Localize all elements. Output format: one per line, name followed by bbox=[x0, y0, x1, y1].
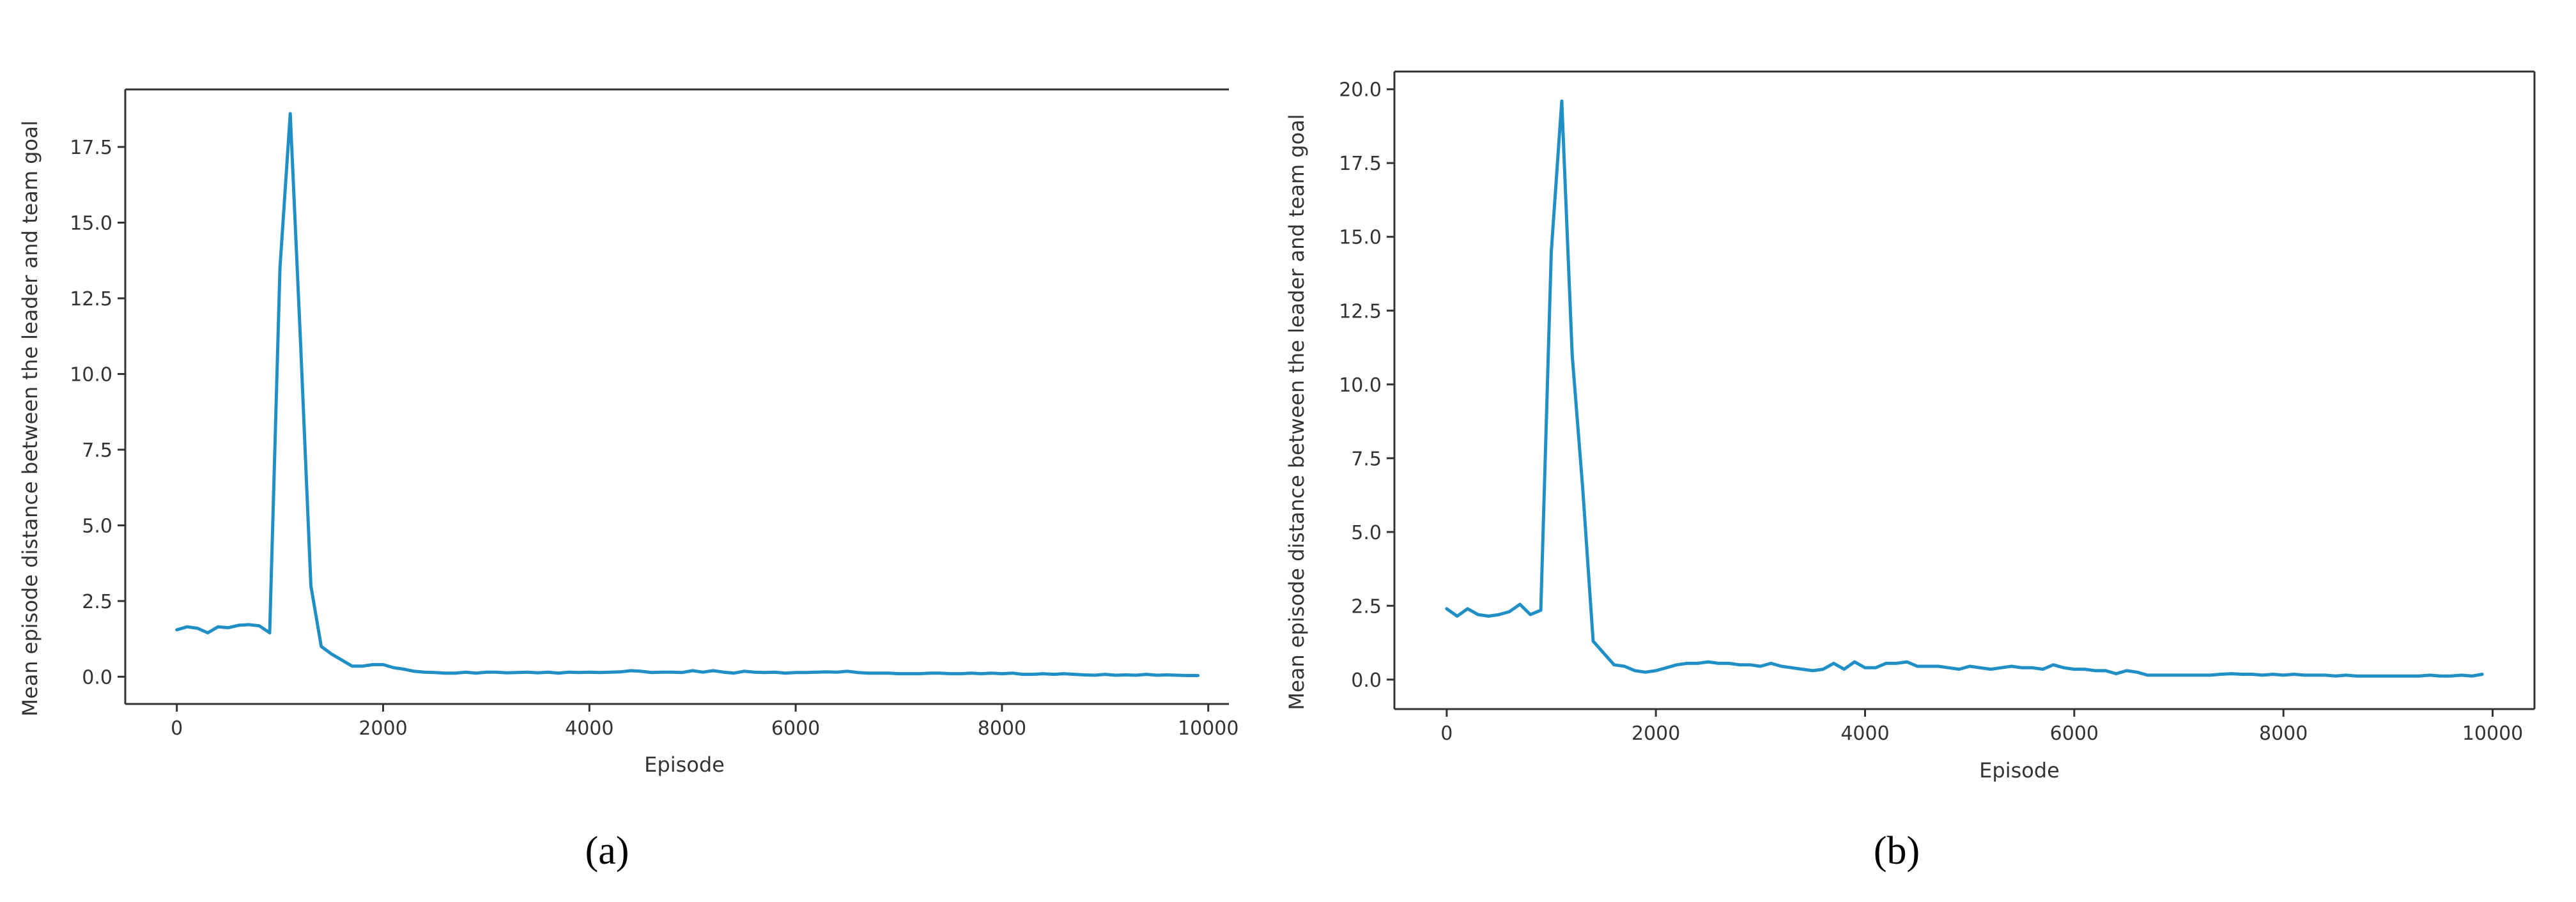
chart-panel-b: 0.0 2.5 5.0 7.5 10.0 12.5 15.0 17.5 20.0 0 2000 400… bbox=[1284, 70, 2536, 783]
panel-a-x-tick-label: 10000 bbox=[1178, 717, 1238, 740]
panel-b-y-tick-label: 7.5 bbox=[1351, 448, 1382, 470]
chart-panel-a: 0.0 2.5 5.0 7.5 10.0 12.5 15.0 17.5 0 2000 4000 600… bbox=[18, 88, 1238, 777]
panel-a-x-tick-label: 2000 bbox=[359, 717, 407, 740]
panel-b-y-tick-label: 0.0 bbox=[1351, 669, 1382, 692]
panel-b-x-tick-label: 10000 bbox=[2462, 722, 2523, 745]
panel-a-series-line bbox=[175, 112, 1200, 677]
panel-a-y-tick-label: 12.5 bbox=[70, 288, 112, 310]
panel-a-x-tick-label: 4000 bbox=[565, 717, 613, 740]
panel-a-x-tick-label: 6000 bbox=[771, 717, 820, 740]
panel-b-series-line bbox=[1445, 99, 2484, 678]
panel-b-y-tick-label: 10.0 bbox=[1339, 374, 1382, 397]
panel-b-x-tick-label: 8000 bbox=[2259, 722, 2308, 745]
panel-a-y-tick-label: 15.0 bbox=[70, 213, 112, 235]
panel-b-x-axis-label: Episode bbox=[1979, 758, 2060, 783]
panel-b-y-tick-label: 12.5 bbox=[1339, 300, 1382, 323]
panel-b-y-tick-label: 17.5 bbox=[1339, 153, 1382, 175]
panel-b-y-tick-label: 5.0 bbox=[1351, 522, 1382, 544]
panel-b-x-tick-label: 4000 bbox=[1840, 722, 1889, 745]
panel-a-caption: (a) bbox=[585, 829, 629, 873]
panel-b-y-tick-label: 20.0 bbox=[1339, 79, 1382, 102]
panel-a-y-tick-label: 10.0 bbox=[70, 363, 112, 386]
panel-a-y-tick-label: 0.0 bbox=[82, 666, 112, 689]
panel-a-x-tick-label: 8000 bbox=[978, 717, 1026, 740]
panel-b-y-tick-label: 15.0 bbox=[1339, 227, 1382, 249]
panel-a-y-axis-label: Mean episode distance between the leader… bbox=[18, 120, 42, 716]
panel-b-x-tick-label: 0 bbox=[1440, 722, 1453, 745]
panel-a-x-axis-label: Episode bbox=[644, 753, 725, 777]
panel-a-y-tick-label: 5.0 bbox=[82, 515, 112, 537]
panel-b-caption: (b) bbox=[1874, 829, 1920, 873]
panel-b-y-axis-label: Mean episode distance between the leader… bbox=[1284, 114, 1309, 710]
panel-b-y-tick-label: 2.5 bbox=[1351, 595, 1382, 618]
panel-a-marks: 0.0 2.5 5.0 7.5 10.0 12.5 15.0 17.5 0 2000 4000 600… bbox=[70, 88, 1238, 740]
panel-a-y-tick-label: 7.5 bbox=[82, 440, 112, 462]
panel-b-marks: 0.0 2.5 5.0 7.5 10.0 12.5 15.0 17.5 20.0 0 2000 400… bbox=[1339, 70, 2536, 745]
panel-a-y-tick-label: 2.5 bbox=[82, 591, 112, 613]
panel-b-x-tick-label: 6000 bbox=[2050, 722, 2099, 745]
panel-a-x-tick-label: 0 bbox=[171, 717, 183, 740]
panel-a-y-tick-label: 17.5 bbox=[70, 137, 112, 159]
panel-b-x-tick-label: 2000 bbox=[1631, 722, 1680, 745]
